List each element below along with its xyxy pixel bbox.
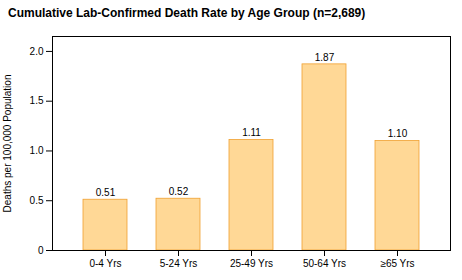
svg-text:≥65 Yrs: ≥65 Yrs xyxy=(380,258,414,269)
svg-text:5-24 Yrs: 5-24 Yrs xyxy=(160,258,198,269)
svg-text:25-49 Yrs: 25-49 Yrs xyxy=(230,258,273,269)
svg-text:1.5: 1.5 xyxy=(30,95,44,106)
svg-text:2.0: 2.0 xyxy=(30,46,44,57)
svg-text:0-4 Yrs: 0-4 Yrs xyxy=(89,258,121,269)
svg-text:50-64 Yrs: 50-64 Yrs xyxy=(303,258,346,269)
svg-text:1.87: 1.87 xyxy=(315,52,335,63)
svg-text:0.52: 0.52 xyxy=(169,186,189,197)
html-text:Cumulative Lab-Confirmed Death: Cumulative Lab-Confirmed Death Rate by A… xyxy=(8,6,366,20)
svg-text:1.11: 1.11 xyxy=(242,127,261,138)
svg-text:1.10: 1.10 xyxy=(388,128,408,139)
svg-text:0: 0 xyxy=(38,245,44,256)
svg-text:0.5: 0.5 xyxy=(30,195,44,206)
svg-text:1.0: 1.0 xyxy=(30,145,44,156)
svg-text:0.51: 0.51 xyxy=(96,187,116,198)
svg-text:Deaths per 100,000 Population: Deaths per 100,000 Population xyxy=(2,75,13,213)
